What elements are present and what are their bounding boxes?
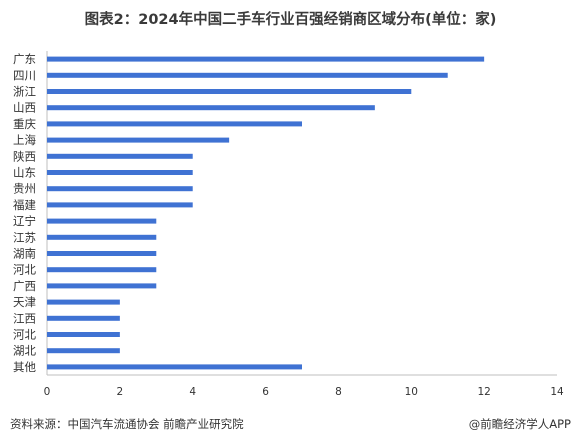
category-label-13: 湖南	[13, 247, 36, 261]
bar-20	[47, 364, 302, 370]
x-tick-label-2: 2	[117, 386, 124, 398]
bar-7	[47, 153, 193, 159]
x-tick-label-7: 12	[477, 386, 490, 398]
x-tick-label-5: 8	[335, 386, 342, 398]
bar-chart: 广东四川浙江山西重庆上海陕西山东贵州福建辽宁江苏湖南河北广西天津江西河北湖北其他…	[13, 51, 564, 398]
category-label-4: 山西	[13, 101, 36, 115]
category-label-10: 福建	[13, 198, 36, 212]
bar-18	[47, 332, 120, 337]
category-label-9: 贵州	[13, 182, 36, 196]
bar-8	[47, 170, 193, 175]
x-tick-label-6: 10	[405, 386, 418, 398]
bar-2	[47, 72, 448, 78]
category-label-14: 河北	[13, 263, 36, 277]
category-label-12: 江苏	[13, 230, 36, 244]
footer: 资料来源：中国汽车流通协会 前瞻产业研究院 @前瞻经济学人APP	[10, 416, 571, 434]
bar-10	[47, 202, 193, 208]
bar-6	[47, 137, 230, 143]
category-label-2: 四川	[13, 68, 36, 82]
bar-13	[47, 251, 157, 256]
category-label-5: 重庆	[13, 117, 36, 131]
category-label-19: 湖北	[13, 344, 36, 358]
x-tick-label-4: 6	[262, 386, 269, 398]
category-label-8: 山东	[13, 166, 36, 180]
bar-9	[47, 186, 193, 192]
x-tick-label-8: 14	[550, 386, 564, 398]
category-label-6: 上海	[13, 133, 36, 147]
x-tick-label-1: 0	[44, 386, 51, 398]
category-label-16: 天津	[13, 295, 36, 309]
x-tick-label-3: 4	[189, 386, 196, 398]
category-label-18: 河北	[13, 328, 36, 342]
category-label-7: 陕西	[13, 149, 36, 163]
bar-3	[47, 89, 412, 94]
bar-14	[47, 267, 157, 273]
chart-title: 图表2：2024年中国二手车行业百强经销商区域分布(单位：家)	[84, 12, 497, 28]
source-note: 资料来源：中国汽车流通协会 前瞻产业研究院	[10, 417, 244, 431]
category-label-1: 广东	[13, 52, 36, 66]
bar-11	[47, 218, 157, 224]
category-label-11: 辽宁	[13, 214, 36, 228]
bar-4	[47, 105, 375, 111]
bar-17	[47, 315, 120, 321]
category-label-17: 江西	[13, 311, 36, 325]
bar-16	[47, 299, 120, 305]
brand-credit: @前瞻经济学人APP	[468, 417, 571, 431]
bar-15	[47, 283, 157, 289]
bar-12	[47, 234, 157, 240]
bar-19	[47, 348, 120, 354]
category-label-20: 其他	[13, 360, 36, 374]
category-label-3: 浙江	[13, 85, 36, 99]
bar-1	[47, 56, 485, 62]
category-label-15: 广西	[13, 279, 36, 293]
bar-5	[47, 121, 302, 127]
